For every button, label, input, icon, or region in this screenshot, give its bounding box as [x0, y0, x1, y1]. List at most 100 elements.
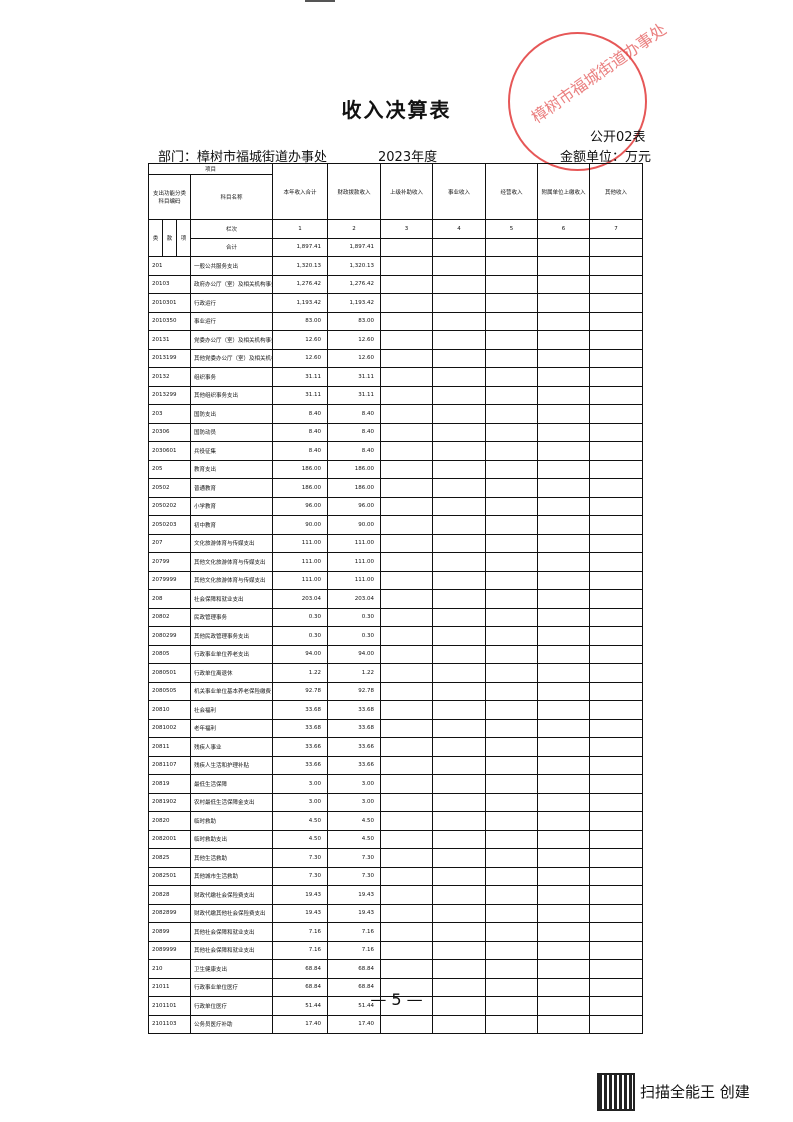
amount-cell: [537, 663, 591, 683]
amount-cell: [432, 792, 487, 812]
table-row: 208 社会保障和就业支出 203.04 203.04: [148, 589, 644, 609]
amount-cell: [432, 829, 487, 849]
subject-code: 20306: [148, 422, 191, 442]
amount-cell: 8.40: [272, 422, 329, 442]
subject-code: 2013299: [148, 385, 191, 405]
amount-cell: [380, 922, 434, 942]
table-row: 20805 行政事业单位养老支出 94.00 94.00: [148, 644, 644, 664]
subject-code: 20103: [148, 274, 191, 294]
subject-code: 20805: [148, 644, 191, 664]
amount-cell: [485, 311, 539, 331]
amount-cell: [432, 1014, 487, 1034]
amount-cell: [589, 570, 644, 590]
subject-name: 其他社会保障和就业支出: [189, 922, 274, 942]
row-index: 1: [272, 219, 329, 239]
amount-cell: [380, 866, 434, 886]
amount-cell: [485, 552, 539, 572]
amount-cell: [589, 274, 644, 294]
amount-cell: [589, 607, 644, 627]
subject-code: 2050202: [148, 496, 191, 516]
amount-cell: [380, 311, 434, 331]
total-value: [589, 237, 644, 257]
row-index: 3: [380, 219, 434, 239]
total-label: 合计: [189, 237, 274, 257]
amount-cell: [589, 330, 644, 350]
amount-cell: 1,193.42: [327, 293, 382, 313]
amount-cell: 3.00: [327, 792, 382, 812]
amount-cell: [589, 533, 644, 553]
amount-cell: [432, 811, 487, 831]
amount-cell: 31.11: [327, 367, 382, 387]
amount-cell: [432, 755, 487, 775]
amount-cell: 96.00: [327, 496, 382, 516]
amount-cell: [432, 459, 487, 479]
amount-cell: [589, 385, 644, 405]
amount-cell: 8.40: [327, 422, 382, 442]
subject-name: 文化旅游体育与传媒支出: [189, 533, 274, 553]
amount-cell: [537, 330, 591, 350]
table-row: 20819 最低生活保障 3.00 3.00: [148, 774, 644, 794]
amount-cell: [589, 663, 644, 683]
amount-cell: [380, 755, 434, 775]
amount-cell: [537, 459, 591, 479]
amount-cell: [380, 256, 434, 276]
subject-name: 卫生健康支出: [189, 959, 274, 979]
subject-code: 20819: [148, 774, 191, 794]
amount-cell: [432, 589, 487, 609]
row-index: 7: [589, 219, 644, 239]
table-row: 2010350 事业运行 83.00 83.00: [148, 311, 644, 331]
amount-cell: 7.30: [272, 866, 329, 886]
subject-code: 20502: [148, 478, 191, 498]
form-number: 公开02表: [590, 130, 646, 145]
subject-name: 财政代缴其他社会保险费支出: [189, 903, 274, 923]
amount-cell: 186.00: [327, 459, 382, 479]
amount-cell: [589, 256, 644, 276]
income-table: 项目 本年收入合计 财政拨款收入 上级补助收入 事业收入 经营收入 附属单位上缴…: [147, 163, 644, 1034]
amount-cell: 8.40: [272, 441, 329, 461]
table-row: 2030601 兵役征集 8.40 8.40: [148, 441, 644, 461]
subject-name: 残疾人事业: [189, 737, 274, 757]
amount-cell: 3.00: [272, 774, 329, 794]
subject-name: 其他生活救助: [189, 848, 274, 868]
row-index: 5: [485, 219, 539, 239]
subject-name: 国防支出: [189, 404, 274, 424]
subject-code: 20820: [148, 811, 191, 831]
subject-code: 2080501: [148, 663, 191, 683]
table-row: 203 国防支出 8.40 8.40: [148, 404, 644, 424]
amount-cell: [537, 940, 591, 960]
table-row: 210 卫生健康支出 68.84 68.84: [148, 959, 644, 979]
amount-cell: [537, 293, 591, 313]
amount-cell: [432, 367, 487, 387]
amount-cell: [537, 644, 591, 664]
amount-cell: [589, 866, 644, 886]
subject-code: 2030601: [148, 441, 191, 461]
amount-cell: [589, 311, 644, 331]
subject-name: 政府办公厅（室）及相关机构事务: [189, 274, 274, 294]
amount-cell: [485, 459, 539, 479]
subject-name: 兵役征集: [189, 441, 274, 461]
amount-cell: [380, 681, 434, 701]
amount-cell: [589, 515, 644, 535]
amount-cell: [537, 496, 591, 516]
amount-cell: [537, 885, 591, 905]
amount-cell: [589, 811, 644, 831]
subject-name: 农村最低生活保障金支出: [189, 792, 274, 812]
amount-cell: [432, 681, 487, 701]
amount-cell: [432, 256, 487, 276]
amount-cell: [485, 700, 539, 720]
amount-cell: 33.68: [327, 700, 382, 720]
subject-name: 国防动员: [189, 422, 274, 442]
amount-cell: 7.30: [327, 848, 382, 868]
amount-cell: [537, 903, 591, 923]
amount-cell: 0.30: [327, 607, 382, 627]
amount-cell: 1.22: [327, 663, 382, 683]
subject-name: 其他组织事务支出: [189, 385, 274, 405]
subject-name: 民政管理事务: [189, 607, 274, 627]
amount-cell: [432, 718, 487, 738]
amount-cell: [537, 385, 591, 405]
table-row: 20810 社会福利 33.68 33.68: [148, 700, 644, 720]
amount-cell: [432, 848, 487, 868]
subject-code: 2082501: [148, 866, 191, 886]
amount-cell: [589, 478, 644, 498]
amount-cell: [485, 367, 539, 387]
